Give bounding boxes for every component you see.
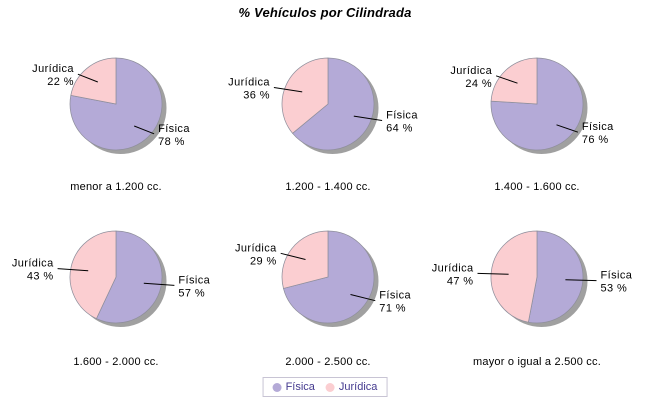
legend-swatch-juridica-icon — [325, 382, 335, 392]
slice-label-juridica: Jurídica 29 % — [235, 242, 277, 267]
legend-label-juridica: Jurídica — [338, 381, 378, 393]
pie-chart-1200-1400-icon: Física 64 % Jurídica 36 % — [228, 57, 418, 154]
pie-cell-2: Física 64 % Jurídica 36 % — [210, 38, 446, 178]
pie-caption-4: 1.600 - 2.000 cc. — [73, 356, 159, 368]
label-leader-line — [477, 272, 509, 275]
slice-label-fisica: Física 71 % — [379, 290, 411, 315]
legend-label-fisica: Física — [285, 381, 315, 393]
pie-cell-1: Física 78 % Jurídica 22 % — [0, 38, 234, 178]
pie-slice-juridica — [281, 57, 329, 134]
pie-slice-juridica — [490, 230, 538, 323]
label-leader-line — [280, 252, 306, 260]
label-leader-line — [57, 268, 89, 272]
pie-caption-6: mayor o igual a 2.500 cc. — [473, 356, 601, 368]
pie-cell-5: Física 71 % Jurídica 29 % — [210, 211, 446, 351]
slice-label-fisica: Física 53 % — [601, 270, 633, 295]
label-leader-line — [495, 75, 518, 84]
slice-label-juridica: Jurídica 43 % — [12, 258, 54, 283]
legend-item-juridica: Jurídica — [325, 381, 378, 393]
slice-label-fisica: Física 76 % — [582, 121, 614, 146]
label-leader-line — [353, 115, 383, 121]
pie-cell-3: Física 76 % Jurídica 24 % — [419, 38, 650, 178]
slice-label-fisica: Física 64 % — [386, 110, 418, 135]
pie-caption-3: 1.400 - 1.600 cc. — [494, 181, 580, 193]
chart-legend: Física Jurídica — [262, 377, 388, 397]
slice-label-juridica: Jurídica 24 % — [450, 65, 492, 90]
legend-item-fisica: Física — [272, 381, 315, 393]
chart-title: % Vehículos por Cilindrada — [238, 5, 412, 20]
pie-cell-4: Física 57 % Jurídica 43 % — [0, 211, 234, 351]
pie-chart-mayor-2500-icon: Física 53 % Jurídica 47 % — [432, 230, 633, 327]
pie-caption-2: 1.200 - 1.400 cc. — [285, 181, 371, 193]
pie-caption-1: menor a 1.200 cc. — [70, 181, 162, 193]
pie-cell-6: Física 53 % Jurídica 47 % — [419, 211, 650, 351]
pie-chart-menor-1200-icon: Física 78 % Jurídica 22 % — [32, 57, 190, 154]
slice-label-juridica: Jurídica 36 % — [228, 77, 270, 102]
pie-slice-juridica — [490, 57, 538, 105]
slice-label-juridica: Jurídica 47 % — [432, 262, 474, 287]
pie-caption-5: 2.000 - 2.500 cc. — [285, 356, 371, 368]
slice-label-juridica: Jurídica 22 % — [32, 63, 74, 88]
pie-chart-2000-2500-icon: Física 71 % Jurídica 29 % — [235, 230, 411, 327]
label-leader-line — [77, 73, 98, 83]
pie-slice-fisica — [95, 230, 163, 324]
pie-chart-1400-1600-icon: Física 76 % Jurídica 24 % — [450, 57, 614, 154]
pie-chart-1600-2000-icon: Física 57 % Jurídica 43 % — [12, 230, 210, 327]
slice-label-fisica: Física 78 % — [158, 123, 190, 148]
pie-slice-fisica — [527, 230, 584, 324]
label-leader-line — [565, 279, 597, 282]
label-leader-line — [143, 282, 175, 286]
legend-swatch-fisica-icon — [272, 382, 282, 392]
pie-slice-juridica — [69, 230, 117, 320]
slice-label-fisica: Física 57 % — [178, 274, 210, 299]
label-leader-line — [134, 125, 155, 135]
pie-slice-juridica — [70, 57, 117, 105]
label-leader-line — [350, 294, 376, 302]
label-leader-line — [556, 124, 579, 133]
label-leader-line — [273, 87, 303, 93]
pie-slice-fisica — [282, 230, 375, 324]
pie-slice-fisica — [292, 57, 375, 151]
